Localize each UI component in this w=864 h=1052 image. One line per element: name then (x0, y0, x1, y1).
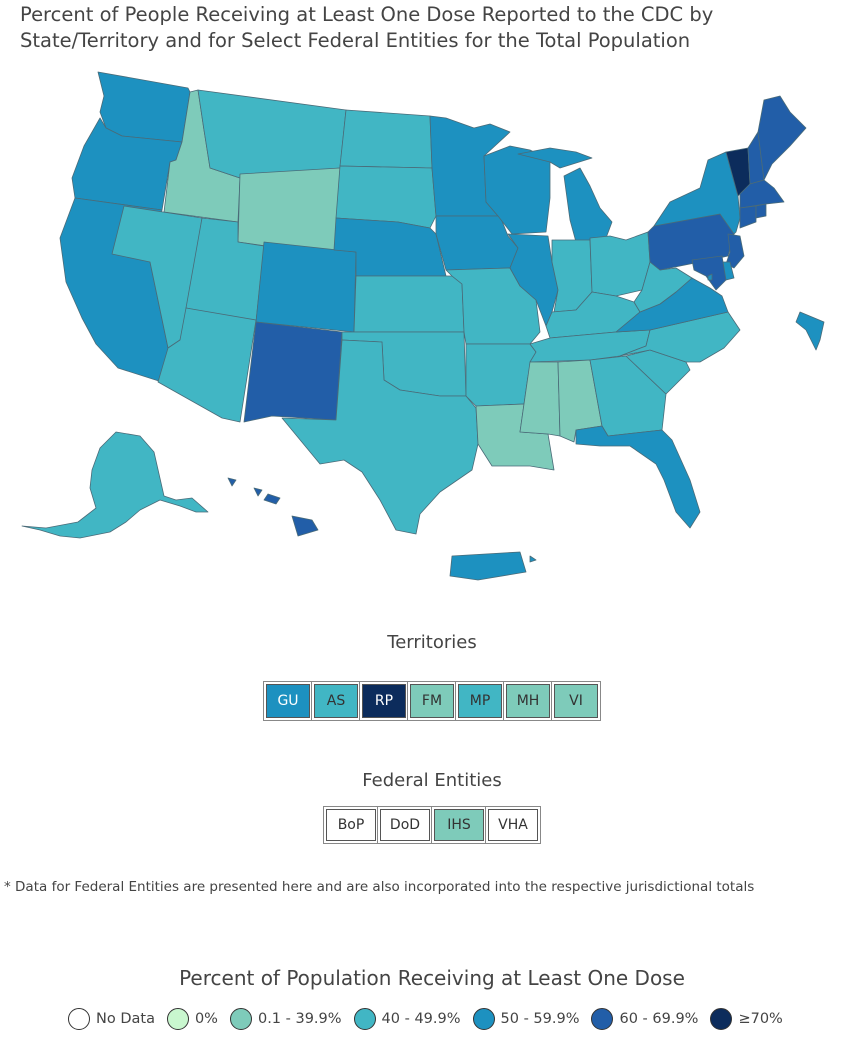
legend-item-c2[interactable]: 40 - 49.9% (353, 1008, 461, 1030)
legend-item-c4[interactable]: 60 - 69.9% (591, 1008, 698, 1030)
region-hi[interactable] (227, 477, 319, 537)
legend-label: 60 - 69.9% (619, 1011, 699, 1027)
choropleth-map (21, 71, 825, 581)
legend-swatch (472, 1008, 495, 1030)
legend-label: 0% (194, 1011, 218, 1027)
territory-box-rp[interactable]: RP (361, 683, 407, 719)
federal-entity-box-vha[interactable]: VHA (487, 808, 539, 842)
legend-label: 0.1 - 39.9% (257, 1011, 342, 1027)
legend-swatch (166, 1008, 189, 1030)
territory-box-gu[interactable]: GU (265, 683, 311, 719)
legend-swatch (229, 1008, 252, 1030)
territory-box-as[interactable]: AS (313, 683, 359, 719)
region-md[interactable] (691, 255, 727, 291)
footnote: * Data for Federal Entities are presente… (4, 879, 755, 895)
legend-item-c3[interactable]: 50 - 59.9% (472, 1008, 580, 1030)
region-ks[interactable] (353, 275, 465, 333)
map-title: Percent of People Receiving at Least One… (20, 3, 714, 52)
region-me[interactable] (757, 95, 807, 181)
region-wy[interactable] (237, 167, 341, 257)
federal-entity-box-ihs[interactable]: IHS (433, 808, 485, 842)
legend-item-nodata[interactable]: No Data (68, 1008, 155, 1030)
region-nd[interactable] (339, 109, 433, 169)
federal-entity-box-dod[interactable]: DoD (379, 808, 431, 842)
region-pr[interactable] (449, 551, 537, 581)
region-ms[interactable] (519, 361, 561, 437)
region-mt[interactable] (197, 89, 347, 179)
region-tx[interactable] (281, 339, 479, 535)
federal-entity-box-bop[interactable]: BoP (325, 808, 377, 842)
region-oh[interactable] (589, 231, 651, 297)
legend-item-c1[interactable]: 0.1 - 39.9% (229, 1008, 342, 1030)
legend-swatch (710, 1008, 733, 1030)
federal-entities-title: Federal Entities (362, 770, 502, 791)
legend-swatch (591, 1008, 614, 1030)
region-nyc[interactable] (795, 311, 825, 351)
region-ct[interactable] (739, 205, 757, 229)
territory-box-fm[interactable]: FM (409, 683, 455, 719)
territory-box-mh[interactable]: MH (505, 683, 551, 719)
legend-label: 50 - 59.9% (500, 1011, 580, 1027)
region-co[interactable] (255, 241, 357, 333)
region-nm[interactable] (243, 321, 343, 423)
legend-label: ≥70% (738, 1011, 783, 1027)
region-dc[interactable] (707, 273, 713, 281)
region-nj[interactable] (725, 233, 745, 269)
legend: No Data 0% 0.1 - 39.9% 40 - 49.9% 50 - 59.9%… (68, 1008, 795, 1030)
legend-title: Percent of Population Receiving at Least… (179, 966, 685, 990)
legend-item-zero[interactable]: 0% (166, 1008, 218, 1030)
territories-boxes: GU AS RP FM MP MH VI (0, 683, 864, 719)
legend-swatch (68, 1008, 90, 1030)
legend-label: 40 - 49.9% (381, 1011, 461, 1027)
legend-swatch (353, 1008, 376, 1030)
region-ak[interactable] (21, 431, 209, 539)
region-fl[interactable] (575, 425, 701, 529)
legend-item-c5[interactable]: ≥70% (710, 1008, 783, 1030)
territory-box-mp[interactable]: MP (457, 683, 503, 719)
region-mi[interactable] (517, 147, 613, 243)
region-wi[interactable] (483, 145, 551, 235)
territories-title: Territories (387, 632, 477, 653)
legend-label: No Data (96, 1011, 155, 1027)
region-az[interactable] (157, 307, 257, 423)
region-ri[interactable] (755, 203, 767, 219)
federal-entities-boxes: BoP DoD IHS VHA (0, 808, 864, 842)
territory-box-vi[interactable]: VI (553, 683, 599, 719)
